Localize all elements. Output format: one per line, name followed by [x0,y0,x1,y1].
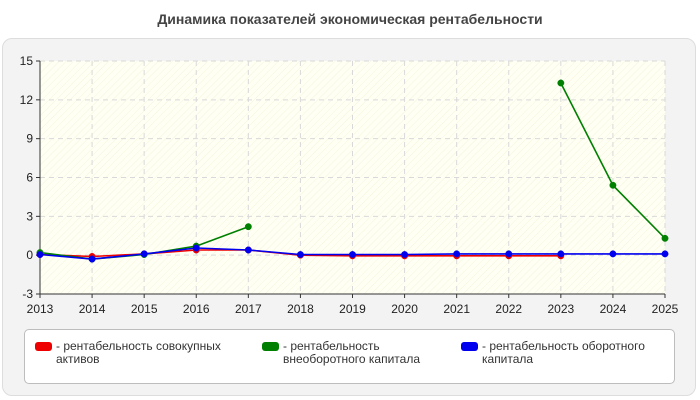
data-point [244,246,252,254]
x-tick-label: 2017 [235,302,262,316]
x-tick-label: 2014 [79,302,106,316]
x-tick-label: 2023 [547,302,574,316]
data-point [401,251,409,258]
x-tick-label: 2013 [27,302,54,316]
data-point [609,250,617,258]
x-tick-label: 2020 [391,302,418,316]
x-tick-label: 2016 [183,302,210,316]
y-tick-label: 12 [20,93,34,107]
x-tick-label: 2025 [652,302,679,316]
data-point [296,251,304,258]
chart-title: Динамика показателей экономическая рента… [157,11,543,27]
legend-label: - рентабельность совокупных активов [56,339,221,366]
data-point [36,251,44,258]
y-tick-label: 9 [26,132,33,146]
data-point [661,250,669,258]
data-point [88,255,96,263]
legend-label: - рентабельность внеоборотного капитала [283,339,420,366]
data-point [661,234,669,242]
data-point [192,244,200,252]
data-point [557,250,565,258]
data-point [505,250,513,258]
legend-swatch-blue [461,342,478,351]
data-point [140,250,148,258]
data-point [557,79,565,87]
x-tick-label: 2022 [495,302,522,316]
chart-legend: - рентабельность совокупных активов - ре… [24,329,675,384]
series-3 [36,244,669,263]
x-tick-label: 2018 [287,302,314,316]
x-tick-label: 2024 [600,302,627,316]
data-point [453,250,461,258]
data-point [244,223,252,231]
x-tick-label: 2019 [339,302,366,316]
data-point [349,251,356,258]
x-tick-label: 2015 [131,302,158,316]
legend-swatch-green [262,342,279,351]
y-tick-label: 3 [26,209,33,223]
x-tick-label: 2021 [443,302,470,316]
data-point [609,181,617,189]
legend-label: - рентабельность оборотного капитала [482,339,645,366]
y-tick-label: 15 [20,54,34,68]
y-tick-label: -3 [22,287,33,301]
y-tick-label: 6 [26,171,33,185]
legend-swatch-red [35,342,52,351]
y-tick-label: 0 [26,248,33,262]
